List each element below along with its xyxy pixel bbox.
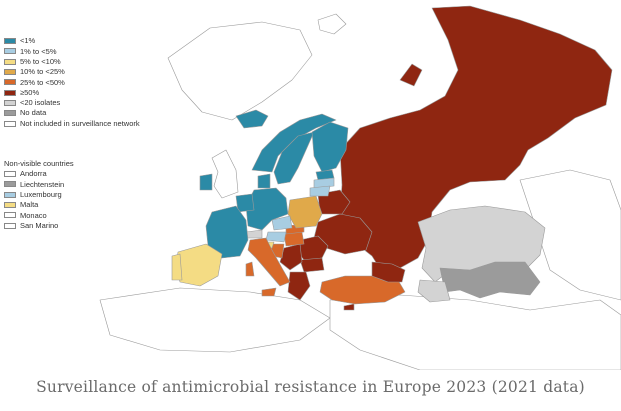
legend-swatch: [4, 69, 16, 76]
country-united-kingdom: [211, 149, 239, 199]
legend-item: 1% to <5%: [4, 46, 140, 56]
legend-label: 1% to <5%: [20, 46, 57, 56]
country-lithuania: [309, 185, 331, 197]
legend-item: ≥50%: [4, 87, 140, 97]
region-north-africa: [99, 287, 331, 353]
country-iceland: [235, 109, 269, 129]
country-bulgaria: [299, 257, 325, 273]
country-germany: [245, 187, 289, 231]
country-portugal: [171, 253, 183, 281]
legend-non-visible-item: Malta: [4, 200, 74, 210]
region-arctic-islands: [399, 63, 423, 87]
legend-non-visible-label: San Marino: [20, 220, 59, 230]
country-cyprus: [343, 303, 355, 311]
legend-swatch: [4, 79, 16, 86]
legend-item: 10% to <25%: [4, 67, 140, 77]
map-area: [99, 5, 621, 370]
country-russia: [339, 5, 613, 273]
legend-item: No data: [4, 108, 140, 118]
legend-swatch: [4, 89, 16, 96]
legend-label: No data: [20, 108, 47, 118]
legend-non-visible-swatch: [4, 222, 16, 229]
legend-non-visible-item: Andorra: [4, 169, 74, 179]
region-greenland: [167, 21, 313, 121]
legend: <1% 1% to <5% 5% to <10% 10% to <25% 25% to …: [4, 36, 140, 129]
country-denmark: [257, 173, 271, 189]
legend-swatch: [4, 58, 16, 65]
legend-item: 25% to <50%: [4, 77, 140, 87]
country-sweden: [273, 131, 315, 185]
legend-non-visible-swatch: [4, 181, 16, 188]
legend-non-visible-item: Luxembourg: [4, 190, 74, 200]
country-benelux: [235, 193, 255, 213]
legend-label: 10% to <25%: [20, 67, 65, 77]
legend-non-visible-swatch: [4, 202, 16, 209]
country-switzerland: [245, 229, 263, 239]
legend-item: <20 isolates: [4, 98, 140, 108]
country-greece: [287, 271, 311, 301]
country-ireland: [199, 173, 213, 191]
country-caucasus: [371, 261, 406, 283]
country-czechia: [271, 215, 293, 231]
legend-non-visible: Non-visible countries Andorra Liechtenste…: [4, 158, 74, 231]
legend-label: 5% to <10%: [20, 56, 61, 66]
country-italy: [247, 237, 291, 287]
legend-non-visible-item: Monaco: [4, 210, 74, 220]
country-sicily: [261, 287, 277, 297]
legend-label: Not included in surveillance network: [20, 118, 140, 128]
region-middle-east: [329, 294, 621, 370]
country-turkey: [319, 275, 406, 305]
country-latvia: [313, 177, 335, 189]
country-sardinia: [245, 261, 255, 277]
legend-swatch: [4, 99, 16, 106]
legend-non-visible-label: Luxembourg: [20, 189, 62, 199]
legend-non-visible-swatch: [4, 171, 16, 178]
country-turkmenistan: [417, 279, 451, 303]
legend-label: <1%: [20, 36, 36, 46]
country-poland: [287, 195, 323, 229]
legend-non-visible-item: San Marino: [4, 220, 74, 230]
legend-item: 5% to <10%: [4, 57, 140, 67]
country-finland: [311, 121, 349, 173]
legend-non-visible-swatch: [4, 191, 16, 198]
legend-non-visible-item: Liechtenstein: [4, 179, 74, 189]
legend-non-visible-label: Andorra: [20, 169, 47, 179]
legend-non-visible-label: Monaco: [20, 210, 47, 220]
legend-label: <20 isolates: [20, 98, 61, 108]
legend-label: 25% to <50%: [20, 77, 65, 87]
country-norway: [251, 113, 337, 173]
legend-non-visible-swatch: [4, 212, 16, 219]
country-spain: [175, 243, 223, 287]
legend-item: <1%: [4, 36, 140, 46]
legend-swatch: [4, 38, 16, 45]
legend-non-visible-label: Liechtenstein: [20, 179, 65, 189]
legend-non-visible-label: Malta: [20, 200, 39, 210]
legend-item: Not included in surveillance network: [4, 118, 140, 128]
legend-swatch: [4, 110, 16, 117]
europe-map: [99, 5, 621, 370]
country-france: [205, 205, 249, 259]
country-central-asia: [439, 261, 541, 299]
region-svalbard: [317, 13, 347, 35]
map-caption: Surveillance of antimicrobial resistance…: [36, 378, 585, 396]
legend-swatch: [4, 48, 16, 55]
legend-non-visible-title: Non-visible countries: [4, 158, 74, 168]
legend-label: ≥50%: [20, 87, 40, 97]
legend-swatch: [4, 120, 16, 127]
region-east-outline: [519, 169, 621, 301]
country-austria: [265, 231, 287, 243]
